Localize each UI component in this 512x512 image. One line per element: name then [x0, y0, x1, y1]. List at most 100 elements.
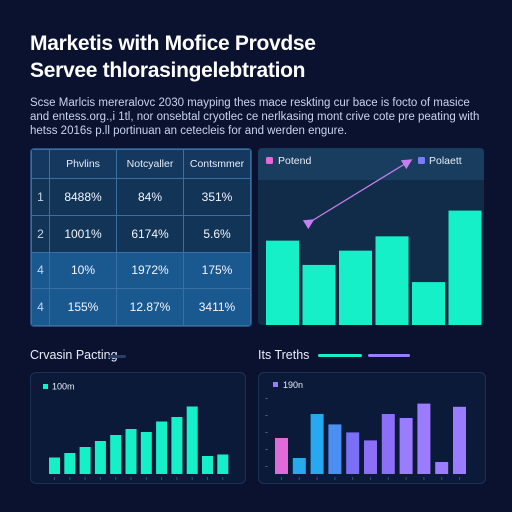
table-cell: 5.6%	[183, 214, 251, 253]
y-tick-right-4	[265, 449, 268, 450]
section-label-left: Crvasin Pacting	[30, 348, 118, 362]
section-label-right: Its Treths	[258, 348, 310, 362]
legend-label-left: 100m	[52, 382, 75, 392]
main-bar-chart: Potend Polaett	[258, 148, 484, 325]
table-row: 4 155% 12.87% 3411%	[31, 288, 251, 326]
bar-right-11	[453, 406, 466, 474]
table-cell: 155%	[49, 288, 117, 326]
bar-1	[266, 240, 299, 325]
table-header-row: Phvlins Notcyaller Contsmmer	[31, 149, 251, 179]
table-row: 2 1001% 6174% 5.6%	[31, 214, 251, 253]
title-line-2: Servee thlorasingelebtration	[30, 59, 306, 82]
bar-left-6	[125, 429, 137, 474]
tick-right-2	[298, 477, 300, 480]
tick-left-4	[99, 477, 101, 480]
legend-label-polaett: Polaett	[429, 155, 462, 167]
title-line-1: Marketis with Mofice Provdse	[30, 32, 316, 55]
tick-left-5	[115, 477, 117, 480]
table-header-cell: Notcyaller	[116, 149, 184, 179]
bar-right-6	[364, 440, 377, 474]
bar-left-11	[202, 456, 213, 474]
bar-right-10	[435, 462, 449, 474]
tick-left-2	[69, 477, 71, 480]
bar-left-12	[217, 454, 229, 474]
bar-left-9	[171, 417, 183, 474]
bar-right-5	[346, 432, 360, 474]
tick-right-4	[334, 477, 336, 480]
tick-left-12	[222, 477, 224, 480]
legend-label-potend: Potend	[278, 155, 311, 167]
bar-6	[448, 210, 482, 325]
bar-right-2	[292, 458, 306, 474]
bar-left-10	[186, 406, 198, 474]
table-row: 1 8488% 84% 351%	[31, 178, 251, 216]
y-tick-right-5	[265, 466, 268, 467]
bar-2	[302, 264, 336, 325]
tick-left-8	[161, 477, 163, 480]
intro-paragraph: Scse Marlcis mereralovc 2030 mayping the…	[30, 97, 480, 137]
bar-left-1	[49, 457, 60, 474]
tick-right-5	[352, 477, 354, 480]
bar-right-7	[381, 414, 395, 474]
bar-left-4	[94, 441, 106, 474]
table-row-index: 1	[31, 178, 50, 216]
tick-right-1	[281, 477, 282, 480]
y-tick-right-3	[265, 432, 268, 433]
tick-right-3	[316, 477, 318, 480]
legend-swatch-right	[273, 382, 278, 387]
tick-right-8	[405, 477, 407, 480]
tick-right-10	[441, 477, 443, 480]
table-cell: 12.87%	[116, 288, 184, 326]
table-cell: 8488%	[49, 178, 117, 216]
tick-right-6	[370, 477, 371, 480]
table-cell: 1972%	[116, 251, 184, 290]
legend-swatch-potend	[266, 157, 273, 164]
bar-left-3	[79, 447, 91, 474]
table-row-index: 4	[31, 288, 50, 326]
bar-3	[339, 250, 372, 325]
lower-right-chart-panel: 190n	[258, 372, 486, 484]
tick-left-3	[84, 477, 86, 480]
table-cell: 3411%	[183, 288, 251, 326]
table-cell: 6174%	[116, 214, 184, 253]
table-cell: 10%	[49, 251, 117, 290]
lower-right-bar-chart: 190n	[265, 380, 466, 480]
metrics-table: Phvlins Notcyaller Contsmmer 1 8488% 84%…	[31, 149, 251, 326]
table-header-cell: Contsmmer	[183, 149, 251, 179]
main-bar-chart-panel: Potend Polaett	[258, 148, 484, 325]
tick-right-11	[459, 477, 460, 480]
tick-right-7	[387, 477, 389, 480]
y-tick-right-1	[265, 398, 268, 399]
table-row: 4 10% 1972% 175%	[31, 251, 251, 290]
page-title: Marketis with Mofice Provdse Servee thlo…	[30, 30, 500, 84]
table-header-cell: Phvlins	[49, 149, 117, 179]
tick-left-6	[130, 477, 132, 480]
table-header-cell	[31, 149, 50, 179]
bar-right-8	[399, 418, 413, 474]
table-cell: 351%	[183, 178, 251, 216]
table-row-index: 4	[31, 251, 50, 290]
bar-4	[375, 236, 409, 325]
table-cell: 175%	[183, 251, 251, 290]
legend-swatch-polaett	[418, 157, 425, 164]
tick-left-10	[191, 477, 193, 480]
section-accent-purple	[368, 354, 410, 357]
metrics-table-panel: Phvlins Notcyaller Contsmmer 1 8488% 84%…	[30, 148, 252, 327]
tick-left-7	[145, 477, 147, 480]
lower-left-chart-panel: 100m	[30, 372, 246, 484]
bar-left-7	[140, 432, 152, 474]
bar-right-9	[417, 403, 431, 474]
bar-left-5	[110, 435, 122, 474]
legend-label-right: 190n	[283, 380, 303, 390]
bar-right-4	[328, 424, 342, 474]
lower-left-bar-chart: 100m	[43, 382, 229, 480]
y-tick-right-2	[265, 415, 268, 416]
section-divider-left	[108, 355, 126, 358]
tick-left-1	[54, 477, 55, 480]
tick-left-9	[176, 477, 178, 480]
table-cell: 1001%	[49, 214, 117, 253]
bar-right-1	[275, 438, 288, 474]
tick-right-9	[423, 477, 425, 480]
tick-left-11	[207, 477, 208, 480]
bar-left-2	[64, 453, 76, 474]
